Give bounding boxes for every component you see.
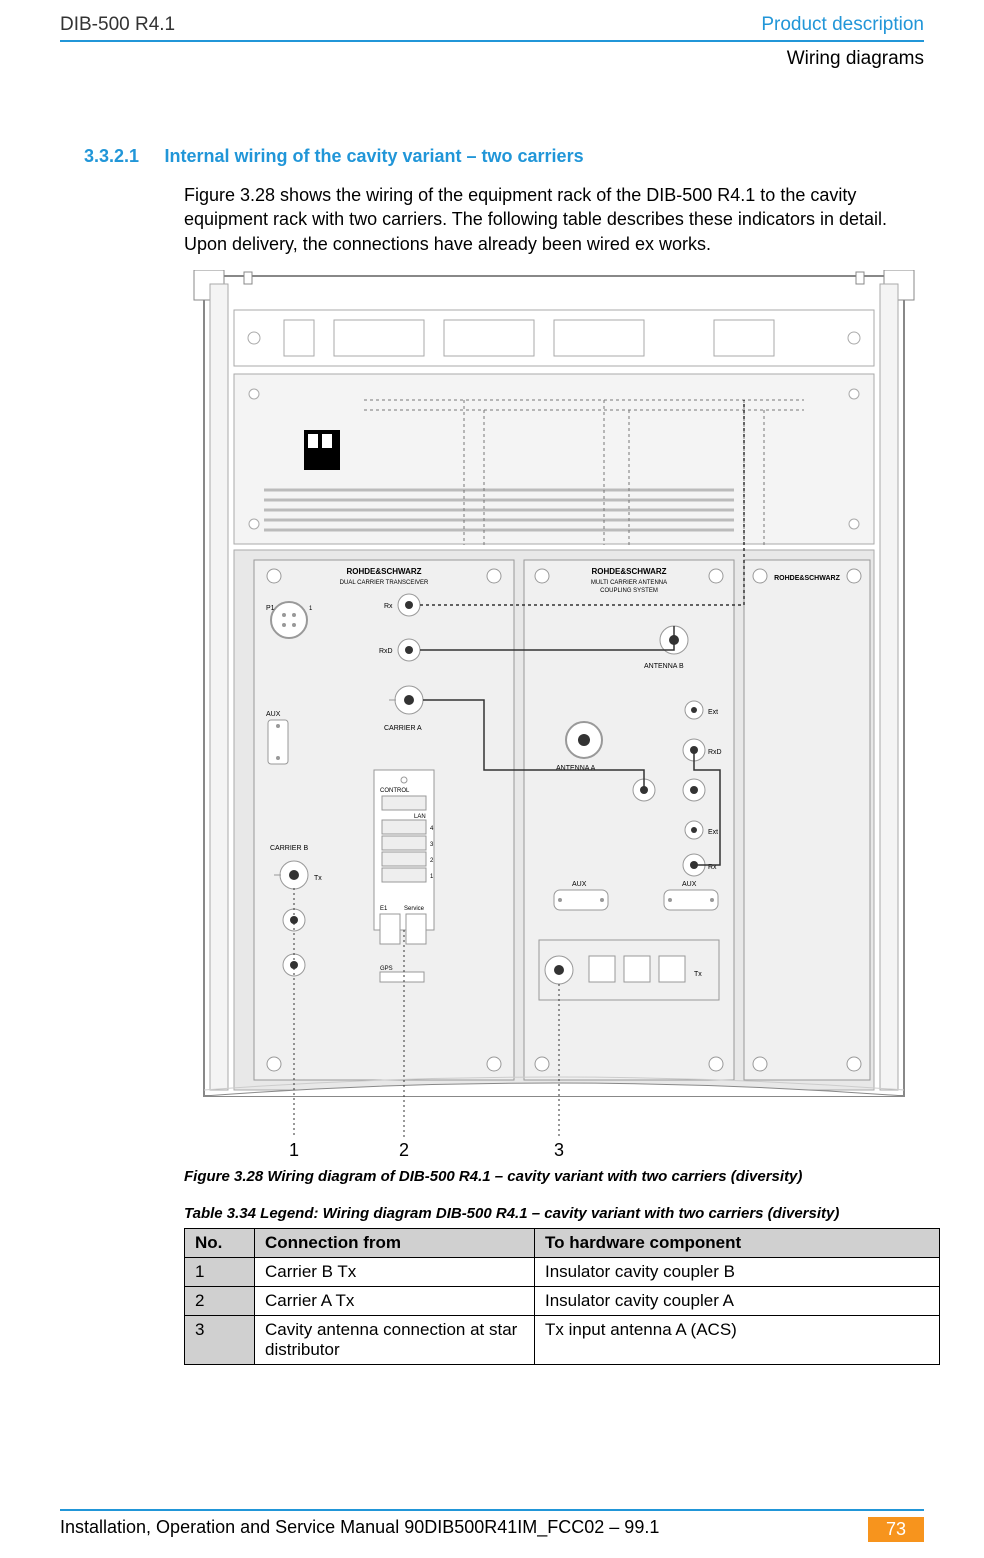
- svg-text:ROHDE&SCHWARZ: ROHDE&SCHWARZ: [774, 575, 840, 582]
- svg-text:E1: E1: [380, 906, 388, 912]
- wiring-figure: ROHDE&SCHWARZ DUAL CARRIER TRANSCEIVER P…: [184, 270, 924, 1160]
- body-paragraph: Figure 3.28 shows the wiring of the equi…: [184, 183, 924, 256]
- svg-text:P1: P1: [266, 605, 275, 612]
- callout-3: 3: [554, 1140, 564, 1160]
- svg-text:Tx: Tx: [314, 875, 322, 882]
- legend-table: No. Connection from To hardware componen…: [184, 1228, 940, 1365]
- cell-from: Carrier B Tx: [255, 1257, 535, 1286]
- th-no: No.: [185, 1228, 255, 1257]
- brand-text: ROHDE&SCHWARZ: [346, 567, 421, 576]
- svg-text:Tx: Tx: [694, 971, 702, 978]
- svg-text:AUX: AUX: [682, 881, 697, 888]
- svg-text:CARRIER A: CARRIER A: [384, 725, 422, 732]
- table-caption: Table 3.34 Legend: Wiring diagram DIB-50…: [184, 1205, 924, 1222]
- header-rule: [60, 40, 924, 42]
- svg-text:DUAL CARRIER TRANSCEIVER: DUAL CARRIER TRANSCEIVER: [340, 580, 429, 586]
- doc-subsection: Wiring diagrams: [60, 48, 924, 70]
- figure-caption: Figure 3.28 Wiring diagram of DIB-500 R4…: [184, 1168, 924, 1185]
- svg-text:LAN: LAN: [414, 814, 426, 820]
- svg-text:CONTROL: CONTROL: [380, 788, 410, 794]
- cell-from: Cavity antenna connection at star distri…: [255, 1315, 535, 1364]
- svg-text:Rx: Rx: [384, 603, 393, 610]
- svg-text:AUX: AUX: [266, 711, 281, 718]
- svg-text:CARRIER B: CARRIER B: [270, 845, 308, 852]
- table-row: 3 Cavity antenna connection at star dist…: [185, 1315, 940, 1364]
- footer: Installation, Operation and Service Manu…: [60, 1505, 924, 1542]
- th-to: To hardware component: [535, 1228, 940, 1257]
- svg-text:Ext: Ext: [708, 829, 718, 836]
- table-row: 2 Carrier A Tx Insulator cavity coupler …: [185, 1286, 940, 1315]
- svg-text:GPS: GPS: [380, 966, 393, 972]
- svg-text:AUX: AUX: [572, 881, 587, 888]
- table-row: 1 Carrier B Tx Insulator cavity coupler …: [185, 1257, 940, 1286]
- doc-chapter: Product description: [761, 14, 924, 36]
- table-header-row: No. Connection from To hardware componen…: [185, 1228, 940, 1257]
- callout-2: 2: [399, 1140, 409, 1160]
- footer-text: Installation, Operation and Service Manu…: [60, 1517, 659, 1542]
- svg-text:ROHDE&SCHWARZ: ROHDE&SCHWARZ: [591, 567, 666, 576]
- cell-to: Insulator cavity coupler A: [535, 1286, 940, 1315]
- svg-text:RxD: RxD: [379, 648, 393, 655]
- section-number: 3.3.2.1: [84, 146, 160, 167]
- doc-model: DIB-500 R4.1: [60, 14, 175, 36]
- cell-no: 2: [185, 1286, 255, 1315]
- svg-text:RxD: RxD: [708, 749, 722, 756]
- cell-no: 1: [185, 1257, 255, 1286]
- page-number: 73: [868, 1517, 924, 1542]
- cell-to: Tx input antenna A (ACS): [535, 1315, 940, 1364]
- callout-1: 1: [289, 1140, 299, 1160]
- svg-text:MULTI CARRIER ANTENNA: MULTI CARRIER ANTENNA: [591, 580, 667, 586]
- svg-text:COUPLING SYSTEM: COUPLING SYSTEM: [600, 588, 658, 594]
- section-title: Internal wiring of the cavity variant – …: [164, 146, 583, 166]
- th-from: Connection from: [255, 1228, 535, 1257]
- svg-text:ANTENNA B: ANTENNA B: [644, 663, 684, 670]
- cell-to: Insulator cavity coupler B: [535, 1257, 940, 1286]
- footer-rule: [60, 1509, 924, 1511]
- svg-text:Ext: Ext: [708, 709, 718, 716]
- svg-text:ANTENNA A: ANTENNA A: [556, 765, 596, 772]
- cell-from: Carrier A Tx: [255, 1286, 535, 1315]
- section-heading: 3.3.2.1 Internal wiring of the cavity va…: [60, 146, 924, 167]
- cell-no: 3: [185, 1315, 255, 1364]
- svg-text:Service: Service: [404, 906, 425, 912]
